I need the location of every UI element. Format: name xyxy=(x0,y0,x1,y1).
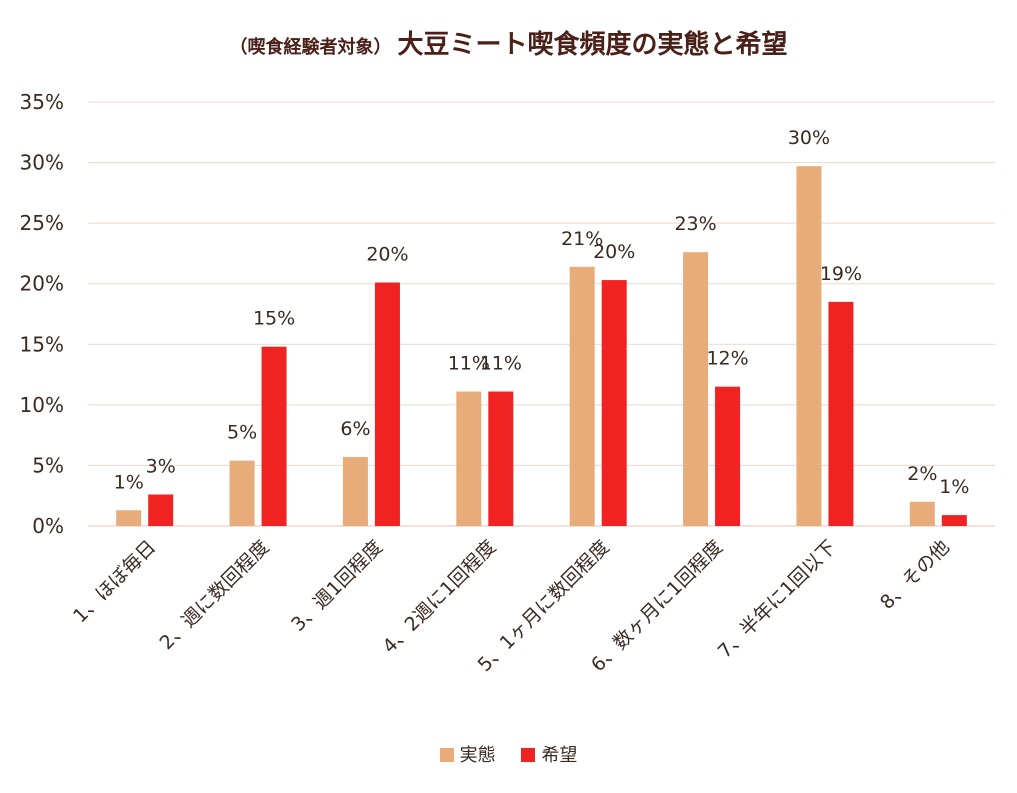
bar-desired xyxy=(601,280,627,526)
chart-main-title: 大豆ミート喫食頻度の実態と希望 xyxy=(397,30,788,60)
y-tick-label: 5% xyxy=(32,453,64,477)
bar-desired xyxy=(828,301,854,526)
bar-actual xyxy=(796,166,822,526)
legend-swatch-actual xyxy=(439,748,454,762)
legend-swatch-desired xyxy=(521,748,536,762)
x-tick-label: 3、週1回程度 xyxy=(287,536,387,636)
data-label-actual: 1% xyxy=(114,471,144,493)
x-tick-label: 2、週に数回程度 xyxy=(155,536,273,654)
data-label-desired: 1% xyxy=(939,476,969,498)
bar-actual xyxy=(456,391,482,526)
data-label-desired: 19% xyxy=(820,263,862,285)
bar-desired xyxy=(715,386,741,526)
legend-item-desired: 希望 xyxy=(521,741,577,767)
y-tick-label: 30% xyxy=(20,151,64,175)
data-label-actual: 5% xyxy=(227,422,257,444)
legend-label-actual: 実態 xyxy=(459,745,496,766)
y-tick-label: 10% xyxy=(20,393,64,417)
bar-actual xyxy=(569,266,595,526)
y-tick-label: 20% xyxy=(20,272,64,296)
bar-desired xyxy=(941,515,967,526)
bar-desired xyxy=(261,346,287,526)
y-tick-label: 0% xyxy=(32,514,64,538)
bar-desired xyxy=(374,282,400,526)
legend-item-actual: 実態 xyxy=(439,741,496,767)
data-label-actual: 30% xyxy=(788,127,830,149)
y-tick-label: 25% xyxy=(20,211,64,235)
x-tick-label: 4、2週に1回程度 xyxy=(379,536,501,658)
x-tick-label: 1、ほぼ毎日 xyxy=(69,536,160,627)
data-label-desired: 20% xyxy=(366,244,408,266)
bar-desired xyxy=(488,391,514,526)
y-tick-label: 15% xyxy=(20,332,64,356)
x-tick-label: 7、半年に1回以下 xyxy=(714,536,841,663)
y-tick-label: 35% xyxy=(20,90,64,114)
data-label-desired: 11% xyxy=(480,353,522,375)
bar-actual xyxy=(116,510,142,526)
data-label-desired: 3% xyxy=(146,456,176,478)
bar-actual xyxy=(229,460,255,526)
data-label-actual: 6% xyxy=(340,418,370,440)
data-label-actual: 21% xyxy=(561,228,603,250)
bar-actual xyxy=(909,501,935,526)
data-label-actual: 2% xyxy=(907,463,937,485)
chart-subtitle: （喫食経験者対象） xyxy=(229,37,392,58)
bar-actual xyxy=(683,252,709,526)
chart-title: （喫食経験者対象） 大豆ミート喫食頻度の実態と希望 xyxy=(0,24,1017,61)
x-tick-label: 8、その他 xyxy=(876,536,954,614)
data-label-desired: 15% xyxy=(253,308,295,330)
data-label-actual: 23% xyxy=(674,213,716,235)
data-label-desired: 12% xyxy=(706,348,748,370)
legend: 実態 希望 xyxy=(0,741,1017,767)
data-label-actual: 11% xyxy=(448,353,490,375)
bar-actual xyxy=(342,456,368,526)
legend-label-desired: 希望 xyxy=(541,745,578,766)
bar-desired xyxy=(148,494,174,526)
data-label-desired: 20% xyxy=(593,241,635,263)
